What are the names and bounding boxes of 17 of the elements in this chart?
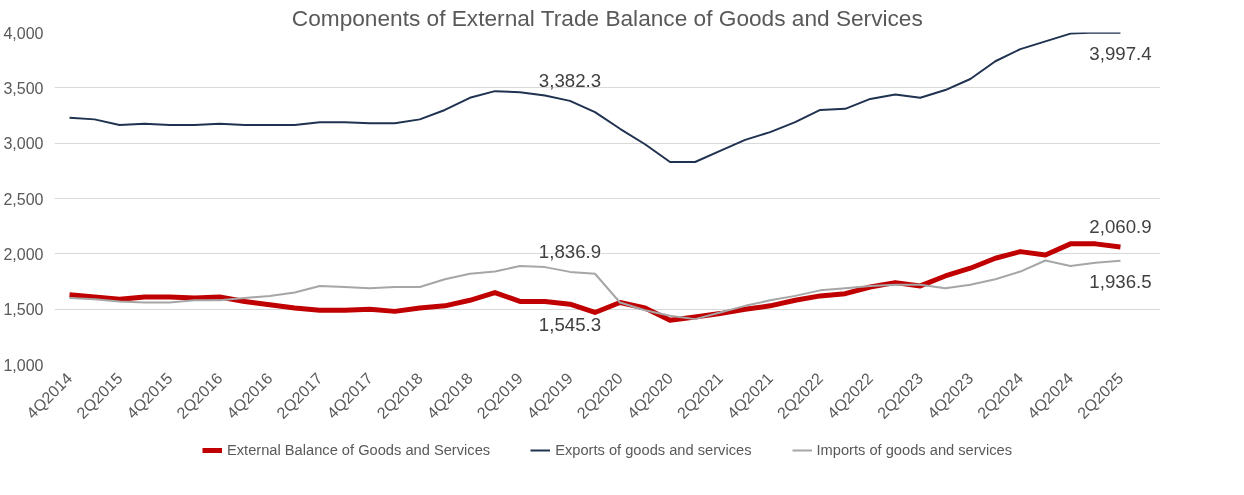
- y-tick-label: 2,500: [3, 190, 44, 208]
- y-tick-label: 3,500: [3, 79, 44, 97]
- data-label: 1,545.3: [538, 314, 602, 336]
- data-label: 3,382.3: [538, 69, 602, 91]
- legend-label: Exports of goods and services: [555, 442, 752, 458]
- data-label: 3,997.4: [1089, 42, 1152, 64]
- legend-label: External Balance of Goods and Services: [226, 442, 491, 458]
- y-tick-label: 3,000: [3, 135, 44, 153]
- data-label: 1,936.5: [1089, 270, 1152, 292]
- data-label: 2,060.9: [1089, 216, 1152, 238]
- y-tick-label: 4,000: [3, 24, 44, 42]
- legend-label: Imports of goods and services: [816, 442, 1013, 458]
- y-tick-label: 1,000: [3, 356, 44, 374]
- data-label: 1,836.9: [538, 240, 602, 262]
- chart-title: Components of External Trade Balance of Goods and Services: [291, 4, 923, 31]
- y-tick-label: 2,000: [3, 245, 44, 263]
- y-tick-label: 1,500: [3, 301, 44, 319]
